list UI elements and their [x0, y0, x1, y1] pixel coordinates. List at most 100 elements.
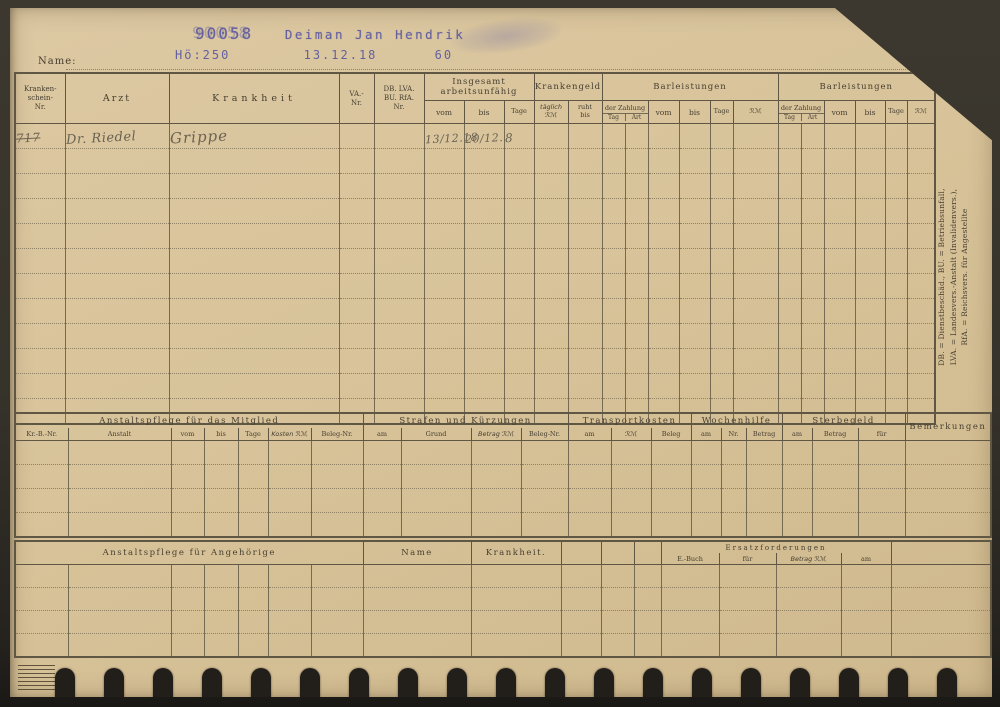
empty-cell — [624, 373, 649, 399]
empty-cell — [709, 273, 734, 299]
empty-cell — [781, 488, 813, 513]
table-row — [14, 633, 992, 657]
empty-cell — [718, 633, 777, 657]
subcol-ruht-bis: ruht bis — [567, 100, 603, 124]
empty-cell — [732, 148, 779, 174]
empty-cell — [678, 148, 711, 174]
empty-cell — [423, 273, 465, 299]
subcol-der-zahlung-2: der Zahlung Tag Art — [777, 100, 825, 124]
empty-cell — [647, 323, 680, 349]
empty-cell — [267, 488, 312, 513]
legend-line: RfA. = Reichsvers. für Angestellte — [960, 208, 970, 346]
empty-cell — [267, 610, 312, 634]
group-header-barleistungen-1: Barleistungen — [601, 72, 779, 101]
empty-cell — [168, 148, 340, 174]
empty-cell — [470, 633, 562, 657]
empty-cell — [470, 610, 562, 634]
empty-cell — [470, 587, 562, 611]
subcol-betrag-rm: Betrag ℛℳ — [470, 428, 522, 441]
empty-cell — [718, 564, 777, 588]
tag-art-split: Tag Art — [602, 113, 648, 121]
empty-cell — [203, 633, 239, 657]
empty-cell — [678, 373, 711, 399]
empty-cell — [362, 512, 402, 537]
name-underline — [66, 69, 942, 70]
empty-cell — [14, 440, 69, 465]
empty-cell — [678, 273, 711, 299]
empty-cell — [373, 298, 425, 324]
punch-notch — [594, 668, 614, 697]
empty-cell — [854, 223, 886, 249]
empty-cell — [520, 512, 569, 537]
group-header-wochenhilfe: Wochenhilfe — [690, 412, 783, 428]
subcol-bis: bis — [854, 100, 886, 124]
empty-cell — [823, 323, 856, 349]
subcol-kr-b-nr: Kr.-B.-Nr. — [14, 428, 69, 441]
empty-cell — [610, 464, 652, 489]
empty-cell — [777, 273, 802, 299]
punch-notch — [937, 668, 957, 697]
empty-cell — [732, 323, 779, 349]
empty-cell — [373, 123, 425, 149]
empty-cell — [906, 123, 936, 149]
empty-cell — [775, 587, 842, 611]
empty-cell — [567, 223, 603, 249]
empty-cell — [567, 440, 612, 465]
empty-cell — [338, 248, 375, 274]
empty-cell — [267, 512, 312, 537]
empty-cell — [800, 373, 825, 399]
empty-cell — [533, 298, 569, 324]
empty-cell — [14, 488, 69, 513]
empty-cell — [423, 173, 465, 199]
table-row — [14, 348, 936, 374]
empty-cell — [310, 633, 364, 657]
subcol-kosten-rm: Kosten ℛℳ — [267, 428, 312, 441]
empty-cell — [237, 610, 269, 634]
empty-cell — [400, 512, 472, 537]
punch-notch — [447, 668, 467, 697]
empty-cell — [678, 348, 711, 374]
empty-cell — [660, 610, 720, 634]
empty-cell — [857, 512, 906, 537]
empty-cell — [811, 464, 859, 489]
empty-cell — [647, 173, 680, 199]
empty-cell — [781, 440, 813, 465]
empty-cell — [267, 464, 312, 489]
empty-cell — [678, 198, 711, 224]
empty-cell — [600, 610, 635, 634]
legend-text: DB. = Dienstbeschäd., BU. = Betriebsunfa… — [936, 138, 990, 416]
empty-cell — [567, 323, 603, 349]
empty-cell — [745, 464, 783, 489]
empty-cell — [463, 198, 505, 224]
subcol-grund: Grund — [400, 428, 472, 441]
empty-cell — [373, 173, 425, 199]
empty-cell — [800, 223, 825, 249]
empty-cell — [168, 323, 340, 349]
table-row — [14, 173, 936, 199]
empty-cell — [338, 323, 375, 349]
empty-cell — [800, 348, 825, 374]
empty-cell — [237, 564, 269, 588]
empty-cell — [709, 373, 734, 399]
subcol-am: am — [840, 553, 892, 565]
stamp-line-2: Hö:250 13.12.18 60 — [175, 48, 453, 62]
empty-cell — [168, 223, 340, 249]
empty-cell — [463, 348, 505, 374]
empty-cell — [823, 223, 856, 249]
group-header-sterbegeld: Sterbegeld — [781, 412, 906, 428]
empty-cell — [660, 564, 720, 588]
empty-cell — [709, 323, 734, 349]
der-zahlung-label: der Zahlung — [780, 104, 822, 112]
empty-cell — [170, 440, 205, 465]
empty-cell — [373, 248, 425, 274]
tag-art-split: Tag Art — [778, 113, 824, 121]
punch-notch — [398, 668, 418, 697]
empty-cell — [854, 173, 886, 199]
empty-cell — [633, 633, 662, 657]
empty-cell — [463, 323, 505, 349]
cell-krankenschein-nr: 717 — [14, 123, 66, 149]
empty-cell — [67, 440, 172, 465]
empty-cell — [14, 512, 69, 537]
empty-cell — [310, 512, 364, 537]
empty-cell — [690, 440, 722, 465]
